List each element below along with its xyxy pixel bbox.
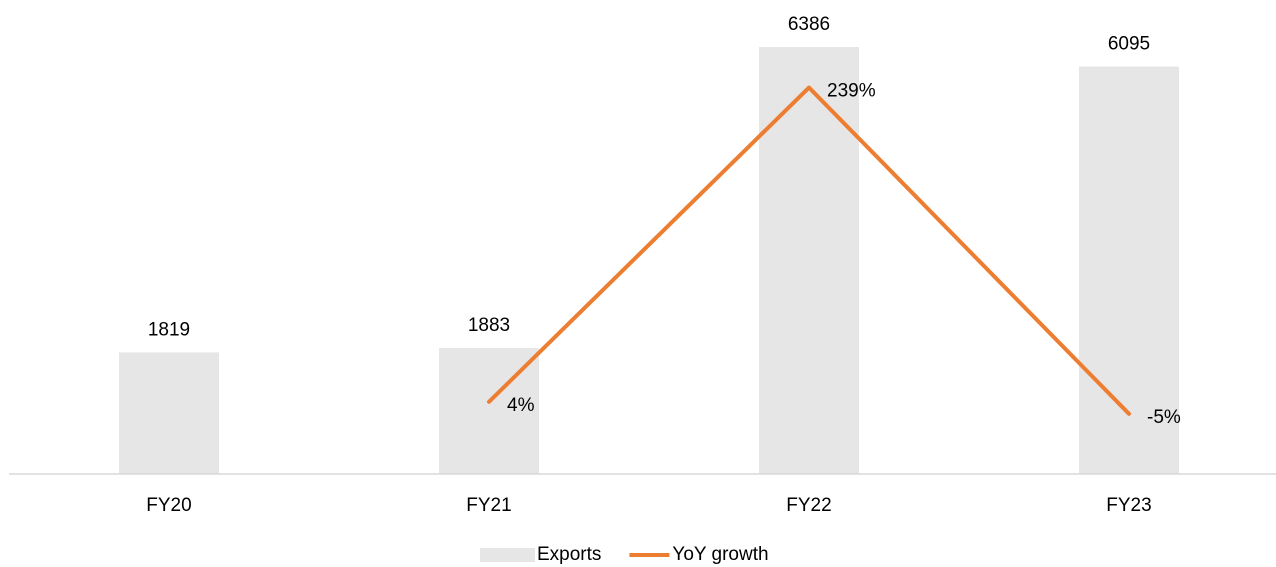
legend-swatch bbox=[480, 548, 535, 562]
line-series bbox=[487, 85, 1131, 416]
line-value-label: 4% bbox=[507, 395, 535, 416]
x-tick-label: FY21 bbox=[466, 495, 511, 516]
line-value-label: -5% bbox=[1147, 407, 1181, 428]
bar bbox=[1079, 66, 1179, 475]
bar-value-label: 6386 bbox=[788, 14, 830, 35]
bar-value-label: 6095 bbox=[1108, 34, 1150, 55]
bar bbox=[119, 352, 219, 474]
bar bbox=[759, 47, 859, 474]
x-tick-label: FY20 bbox=[146, 495, 191, 516]
bar-value-label: 1819 bbox=[148, 319, 190, 340]
legend-label: Exports bbox=[537, 544, 601, 565]
x-tick-label: FY23 bbox=[1106, 495, 1151, 516]
x-tick-label: FY22 bbox=[786, 495, 831, 516]
bar-value-label: 1883 bbox=[468, 315, 510, 336]
line-value-label: 239% bbox=[827, 81, 876, 102]
legend-label: YoY growth bbox=[672, 544, 768, 565]
